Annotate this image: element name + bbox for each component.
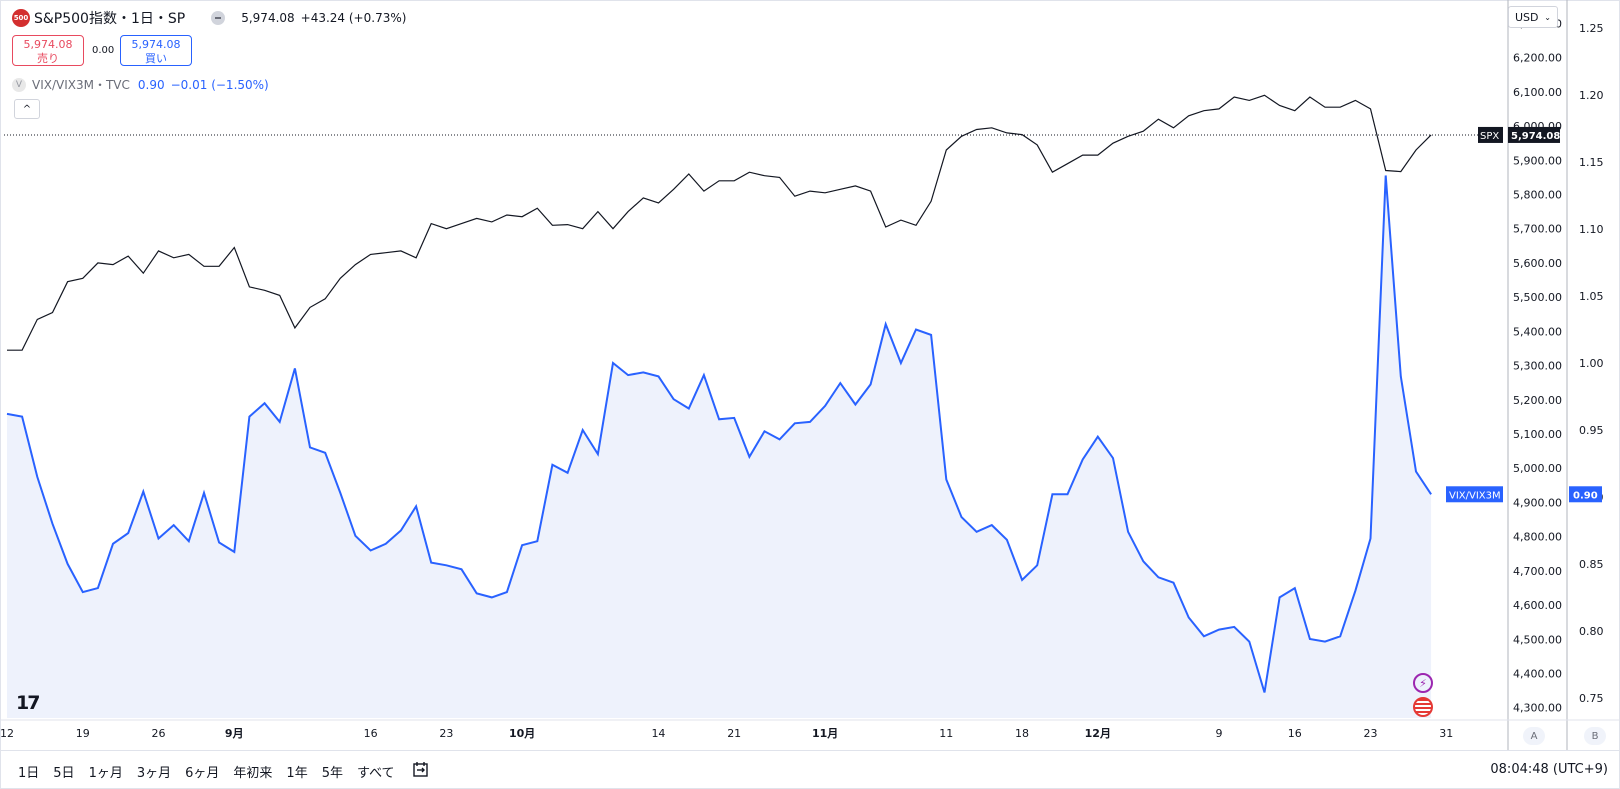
right-axis-tick: 1.05 (1579, 290, 1604, 303)
spx-tag: SPX (1480, 131, 1499, 142)
spx-price-label-bg (1508, 126, 1560, 143)
bottom-toolbar: 1日 5日 1ヶ月 3ヶ月 6ヶ月 年初来 1年 5年 すべて 08:04:48 (UTC+9) (0, 750, 1620, 788)
x-axis-tick: 16 (364, 727, 378, 740)
chevron-up-icon: ^ (22, 103, 32, 115)
range-button[interactable]: 5日 (53, 766, 75, 781)
buy-price: 5,974.08 (131, 38, 181, 51)
right-axis-tick: 1.20 (1579, 89, 1604, 102)
sell-price: 5,974.08 (23, 38, 73, 51)
spx-price-label: 5,974.08 (1511, 131, 1560, 142)
x-axis-tick: 11 (939, 727, 953, 740)
x-axis-tick: 26 (152, 727, 166, 740)
spx-tag-bg (1478, 126, 1503, 143)
left-axis-tick: 5,600.00 (1513, 257, 1562, 270)
left-axis-tick: 5,300.00 (1513, 360, 1562, 373)
left-axis-tick: 5,800.00 (1513, 188, 1562, 201)
sell-button[interactable]: 5,974.08 売り (12, 35, 84, 66)
spx-series-line[interactable] (7, 94, 1432, 351)
x-axis-tick: 12月 (1085, 727, 1111, 740)
currency-select[interactable]: USD ⌄ (1508, 6, 1558, 28)
vix-value-label-bg (1569, 486, 1602, 503)
range-button[interactable]: 3ヶ月 (136, 766, 172, 781)
right-axis-tick: 1.10 (1579, 223, 1604, 236)
left-axis-tick: 5,100.00 (1513, 428, 1562, 441)
left-axis-tick: 5,200.00 (1513, 394, 1562, 407)
vix-value-label: 0.90 (1573, 490, 1598, 501)
left-axis-tick: 4,600.00 (1513, 599, 1562, 612)
right-axis-tick: 0.95 (1579, 424, 1604, 437)
compare-name: VIX/VIX3M・TVC (32, 78, 130, 92)
right-axis-tick: 0.85 (1579, 558, 1604, 571)
range-selector: 1日 5日 1ヶ月 3ヶ月 6ヶ月 年初来 1年 5年 すべて (18, 762, 409, 781)
x-axis-tick: 18 (1015, 727, 1029, 740)
left-axis-tick: 4,800.00 (1513, 531, 1562, 544)
x-axis-tick: 23 (1364, 727, 1378, 740)
left-axis-tick: 5,400.00 (1513, 325, 1562, 338)
vix-tag-bg (1446, 486, 1503, 503)
lightning-event-icon[interactable]: ⚡ (1413, 673, 1433, 693)
left-axis-tick: 5,700.00 (1513, 223, 1562, 236)
left-axis-tick: 5,900.00 (1513, 154, 1562, 167)
x-axis-tick: 9月 (225, 727, 244, 740)
compare-change: −0.01 (−1.50%) (170, 77, 269, 92)
left-axis-tick: 4,500.00 (1513, 633, 1562, 646)
header-price: 5,974.08 (241, 11, 295, 25)
x-axis-tick: 16 (1288, 727, 1302, 740)
x-axis-tick: 23 (439, 727, 453, 740)
chart-plot[interactable]: 6,300.006,200.006,100.006,000.005,900.00… (0, 0, 1620, 750)
vix-logo-icon: V (12, 77, 26, 92)
compare-legend[interactable]: V VIX/VIX3M・TVC 0.90 −0.01 (−1.50%) (12, 76, 269, 93)
right-axis-tick: 0.80 (1579, 625, 1604, 638)
left-axis-tick: 4,400.00 (1513, 668, 1562, 681)
x-axis-tick: 11月 (812, 727, 838, 740)
x-axis-tick: 31 (1439, 727, 1453, 740)
range-button[interactable]: 1日 (18, 766, 40, 781)
vix-tag: VIX/VIX3M (1449, 490, 1501, 501)
clock-timezone[interactable]: 08:04:48 (UTC+9) (1490, 762, 1608, 777)
go-to-date-icon[interactable] (412, 760, 430, 778)
compare-value: 0.90 (137, 77, 165, 92)
range-button[interactable]: すべて (356, 766, 395, 781)
left-axis-tick: 6,100.00 (1513, 86, 1562, 99)
vix-area-fill (7, 175, 1432, 718)
collapse-legend-button[interactable]: ^ (14, 99, 40, 119)
sell-label: 売り (37, 52, 59, 65)
right-axis-tick: 1.00 (1579, 357, 1604, 370)
range-button[interactable]: 5年 (321, 766, 343, 781)
buy-label: 買い (145, 52, 167, 65)
right-axis-tick: 1.25 (1579, 22, 1604, 35)
right-axis-tick: 1.15 (1579, 156, 1604, 169)
auto-scale-button[interactable]: A (1523, 727, 1545, 745)
x-axis-tick: 9 (1216, 727, 1223, 740)
currency-value: USD (1515, 10, 1539, 24)
chart-header: 500 S&P500指数・1日・SP 5,974.08 +43.24 (+0.7… (12, 8, 406, 28)
buy-button[interactable]: 5,974.08 買い (120, 35, 192, 66)
left-axis-tick: 4,700.00 (1513, 565, 1562, 578)
left-axis-tick: 5,500.00 (1513, 291, 1562, 304)
range-button[interactable]: 年初来 (233, 766, 273, 781)
x-axis-tick: 19 (76, 727, 90, 740)
header-change: +43.24 (+0.73%) (300, 11, 407, 25)
chevron-down-icon: ⌄ (1544, 12, 1551, 22)
right-axis-tick: 0.75 (1579, 692, 1604, 705)
left-axis-tick: 4,300.00 (1513, 702, 1562, 715)
market-status-icon[interactable] (211, 11, 226, 25)
range-button[interactable]: 6ヶ月 (185, 766, 220, 781)
tradingview-logo-icon: 17 (16, 692, 40, 714)
x-axis-tick: 10月 (509, 727, 535, 740)
sp500-logo-icon: 500 (12, 9, 30, 27)
right-axis-scale-button[interactable]: B (1584, 727, 1606, 745)
left-axis-tick: 4,900.00 (1513, 496, 1562, 509)
x-axis-tick: 12 (0, 727, 14, 740)
range-button[interactable]: 1年 (286, 766, 308, 781)
spread-value: 0.00 (92, 45, 115, 56)
x-axis-tick: 14 (651, 727, 665, 740)
vix-series-line[interactable] (6, 175, 1432, 693)
symbol-title[interactable]: S&P500指数・1日・SP (34, 11, 186, 27)
left-axis-tick: 6,200.00 (1513, 52, 1562, 65)
range-button[interactable]: 1ヶ月 (88, 766, 123, 781)
us-flag-event-icon[interactable] (1413, 697, 1433, 717)
x-axis-tick: 21 (727, 727, 741, 740)
left-axis-tick: 5,000.00 (1513, 462, 1562, 475)
